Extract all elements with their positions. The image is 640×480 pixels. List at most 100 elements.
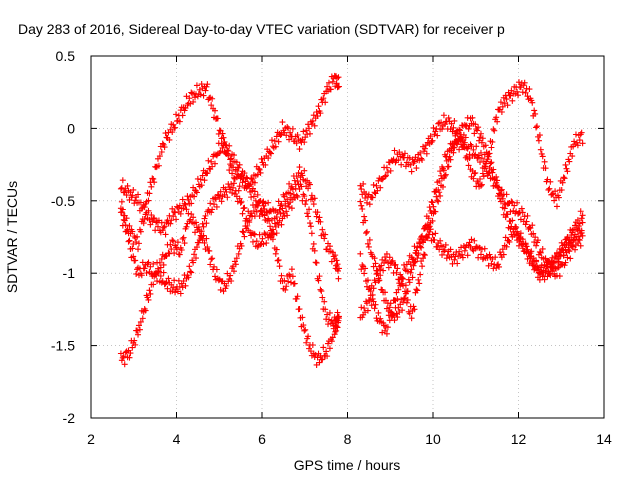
data-point — [291, 280, 298, 287]
data-point — [129, 344, 136, 351]
data-point — [335, 315, 342, 322]
data-point — [250, 230, 257, 237]
data-point — [477, 134, 484, 141]
data-point — [416, 280, 423, 287]
data-point — [318, 288, 325, 295]
data-point — [423, 150, 430, 157]
data-point — [169, 237, 176, 244]
data-point — [380, 267, 387, 274]
data-point — [275, 257, 282, 264]
data-point — [283, 208, 290, 215]
data-point — [165, 250, 172, 257]
data-point — [358, 186, 365, 193]
data-point — [283, 283, 290, 290]
data-point — [294, 193, 301, 200]
data-point — [491, 127, 498, 134]
data-point — [299, 314, 306, 321]
data-point — [419, 263, 426, 270]
data-point — [515, 230, 522, 237]
data-point — [357, 250, 364, 257]
data-point — [530, 230, 537, 237]
data-point — [380, 319, 387, 326]
data-point — [533, 242, 540, 249]
data-point — [440, 112, 447, 119]
data-point — [374, 270, 381, 277]
data-point — [562, 259, 569, 266]
data-point — [418, 234, 425, 241]
data-point — [263, 240, 270, 247]
data-point — [529, 222, 536, 229]
data-point — [230, 184, 237, 191]
data-point — [172, 124, 179, 131]
data-point — [533, 257, 540, 264]
data-point — [519, 209, 526, 216]
data-point — [409, 274, 416, 281]
data-point — [526, 260, 533, 267]
data-point — [384, 169, 391, 176]
data-point — [553, 203, 560, 210]
data-point — [546, 185, 553, 192]
data-point — [547, 178, 554, 185]
data-point — [386, 304, 393, 311]
data-point — [326, 243, 333, 250]
data-point — [438, 119, 445, 126]
data-point — [286, 271, 293, 278]
data-point — [208, 158, 215, 165]
data-point — [460, 131, 467, 138]
data-point — [132, 341, 139, 348]
data-point — [244, 222, 251, 229]
data-point — [399, 307, 406, 314]
data-point — [515, 79, 522, 86]
data-point — [209, 255, 216, 262]
data-point — [482, 163, 489, 170]
data-point — [386, 254, 393, 261]
data-point — [395, 286, 402, 293]
data-point — [122, 222, 129, 229]
data-point — [514, 88, 521, 95]
data-point — [135, 246, 142, 253]
data-point — [162, 231, 169, 238]
data-point — [501, 205, 508, 212]
data-point — [317, 286, 324, 293]
data-point — [360, 180, 367, 187]
data-point — [459, 137, 466, 144]
data-point — [537, 249, 544, 256]
data-point — [534, 237, 541, 244]
data-point — [303, 339, 310, 346]
data-point — [192, 255, 199, 262]
data-point — [494, 177, 501, 184]
data-point — [499, 103, 506, 110]
data-point — [379, 176, 386, 183]
data-point — [424, 235, 431, 242]
data-point — [578, 129, 585, 136]
data-point — [556, 273, 563, 280]
data-point — [215, 277, 222, 284]
data-point — [457, 127, 464, 134]
data-point — [445, 163, 452, 170]
data-point — [532, 263, 539, 270]
data-point — [320, 344, 327, 351]
data-point — [413, 286, 420, 293]
data-point — [262, 161, 269, 168]
data-point — [226, 167, 233, 174]
data-point — [388, 259, 395, 266]
data-point — [335, 265, 342, 272]
data-point — [223, 282, 230, 289]
data-points — [117, 72, 586, 368]
data-point — [448, 120, 455, 127]
data-point — [144, 294, 151, 301]
x-tick-label: 6 — [258, 431, 266, 447]
data-point — [461, 247, 468, 254]
y-tick-label: -2 — [63, 410, 76, 426]
data-point — [576, 237, 583, 244]
data-point — [407, 261, 414, 268]
data-point — [239, 179, 246, 186]
data-point — [326, 345, 333, 352]
data-point — [486, 251, 493, 258]
data-point — [219, 130, 226, 137]
data-point — [420, 239, 427, 246]
data-point — [275, 198, 282, 205]
data-point — [522, 221, 529, 228]
data-point — [278, 201, 285, 208]
